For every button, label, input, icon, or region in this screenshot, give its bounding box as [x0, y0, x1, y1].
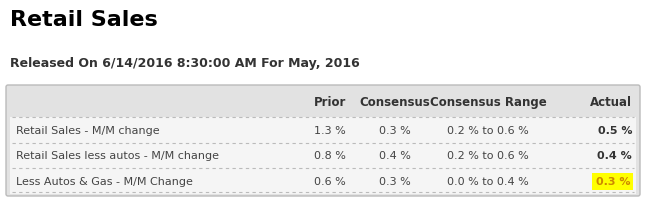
FancyBboxPatch shape — [10, 168, 636, 194]
Text: 0.4 %: 0.4 % — [598, 151, 632, 161]
FancyBboxPatch shape — [10, 143, 636, 168]
FancyBboxPatch shape — [6, 86, 640, 196]
Text: Prior: Prior — [314, 96, 346, 109]
Text: Retail Sales less autos - M/M change: Retail Sales less autos - M/M change — [16, 151, 219, 161]
Text: 0.0 % to 0.4 %: 0.0 % to 0.4 % — [447, 176, 529, 186]
Text: Retail Sales: Retail Sales — [10, 10, 158, 30]
Text: 0.8 %: 0.8 % — [314, 151, 346, 161]
Text: 0.2 % to 0.6 %: 0.2 % to 0.6 % — [447, 125, 529, 135]
Text: Retail Sales - M/M change: Retail Sales - M/M change — [16, 125, 160, 135]
Text: 0.3 %: 0.3 % — [596, 176, 630, 186]
Text: 0.3 %: 0.3 % — [379, 176, 411, 186]
Text: 0.3 %: 0.3 % — [379, 125, 411, 135]
Text: Consensus: Consensus — [360, 96, 430, 109]
Text: Less Autos & Gas - M/M Change: Less Autos & Gas - M/M Change — [16, 176, 193, 186]
Text: 1.3 %: 1.3 % — [314, 125, 346, 135]
Text: 0.4 %: 0.4 % — [379, 151, 411, 161]
Text: Consensus Range: Consensus Range — [430, 96, 547, 109]
Text: 0.2 % to 0.6 %: 0.2 % to 0.6 % — [447, 151, 529, 161]
Text: Actual: Actual — [590, 96, 632, 109]
Text: 0.5 %: 0.5 % — [598, 125, 632, 135]
FancyBboxPatch shape — [10, 117, 636, 143]
Text: Released On 6/14/2016 8:30:00 AM For May, 2016: Released On 6/14/2016 8:30:00 AM For May… — [10, 57, 360, 70]
Text: 0.6 %: 0.6 % — [314, 176, 346, 186]
